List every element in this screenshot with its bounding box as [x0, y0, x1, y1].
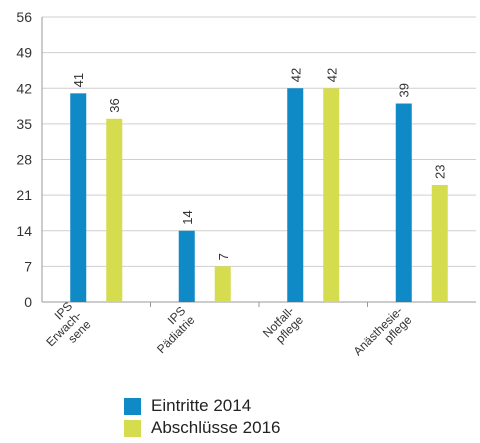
legend-label-series-2: Abschlüsse 2016: [151, 418, 281, 437]
bar: [214, 266, 231, 302]
legend-label-series-1: Eintritte 2014: [151, 396, 252, 415]
data-label: 23: [433, 164, 448, 178]
data-label: 39: [397, 83, 412, 97]
y-tick-label: 28: [16, 152, 32, 168]
data-label: 7: [216, 253, 231, 260]
bar: [178, 230, 195, 302]
bar: [106, 118, 123, 303]
bar: [395, 103, 412, 303]
legend-swatch-series-2: [124, 419, 141, 437]
bar: [287, 88, 304, 302]
data-label: 42: [324, 68, 339, 82]
chart-legend: Eintritte 2014 Abschlüsse 2016: [124, 395, 280, 439]
data-label: 41: [71, 73, 86, 87]
legend-item-series-1: Eintritte 2014: [124, 395, 280, 417]
y-tick-label: 42: [16, 80, 32, 96]
bar: [431, 184, 448, 302]
y-tick-label: 21: [16, 187, 32, 203]
y-tick-label: 7: [24, 258, 32, 274]
bar: [70, 93, 87, 302]
x-tick-label: Anästhesie-pflege: [351, 304, 415, 359]
y-tick-label: 0: [24, 294, 32, 310]
bar: [323, 88, 340, 302]
y-tick-label: 56: [16, 9, 32, 25]
legend-swatch-series-1: [124, 397, 141, 415]
legend-item-series-2: Abschlüsse 2016: [124, 417, 280, 439]
data-label: 14: [180, 210, 195, 224]
y-tick-label: 49: [16, 45, 32, 61]
x-tick-label: Notfall-pflege: [260, 304, 306, 346]
y-tick-label: 14: [16, 223, 32, 239]
data-label: 42: [288, 68, 303, 82]
y-tick-label: 35: [16, 116, 32, 132]
data-label: 36: [107, 98, 122, 112]
